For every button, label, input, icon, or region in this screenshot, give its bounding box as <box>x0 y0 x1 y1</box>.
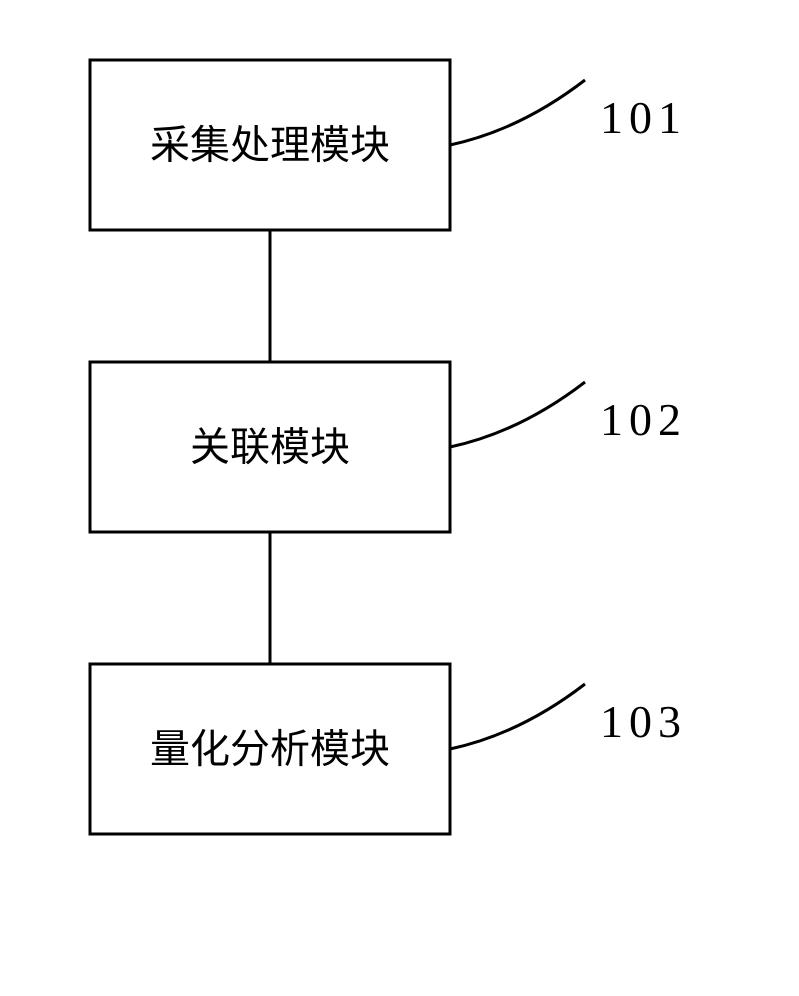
node-label-1: 采集处理模块 <box>150 123 390 168</box>
node-annotation-1: 101 <box>600 92 687 143</box>
node-annotation-2: 102 <box>600 394 687 445</box>
node-label-2: 关联模块 <box>190 425 350 470</box>
flowchart-diagram: 采集处理模块 101 关联模块 102 量化分析模块 103 <box>0 0 799 996</box>
node-annotation-3: 103 <box>600 696 687 747</box>
node-label-3: 量化分析模块 <box>150 727 390 772</box>
